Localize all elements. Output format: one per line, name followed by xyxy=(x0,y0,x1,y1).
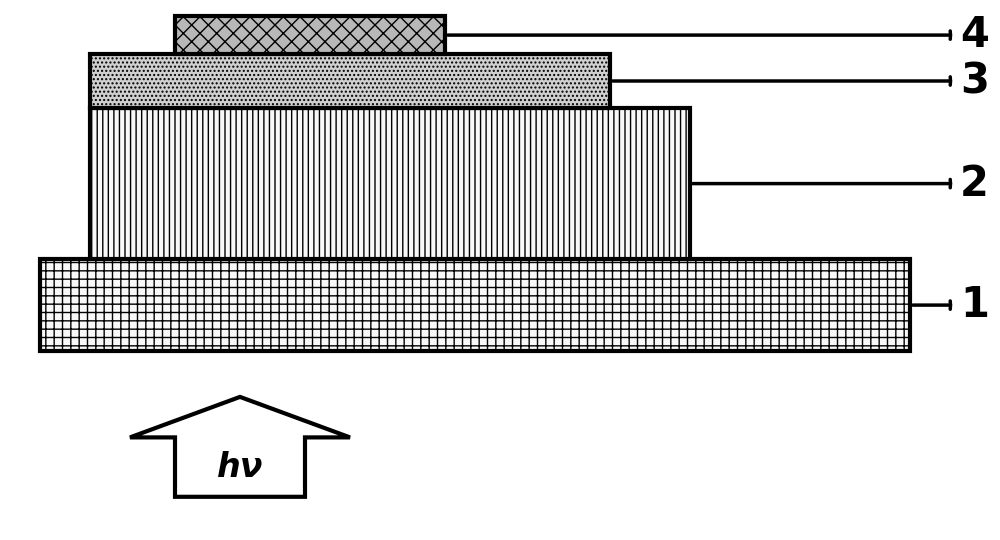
Text: 2: 2 xyxy=(960,163,989,205)
Bar xyxy=(90,108,690,259)
Bar xyxy=(40,259,910,351)
Text: 1: 1 xyxy=(960,284,989,326)
Bar xyxy=(175,16,445,54)
Bar xyxy=(90,54,610,108)
Text: 3: 3 xyxy=(960,60,989,102)
Text: 4: 4 xyxy=(960,14,989,56)
Text: hν: hν xyxy=(217,450,263,484)
Polygon shape xyxy=(130,397,350,497)
